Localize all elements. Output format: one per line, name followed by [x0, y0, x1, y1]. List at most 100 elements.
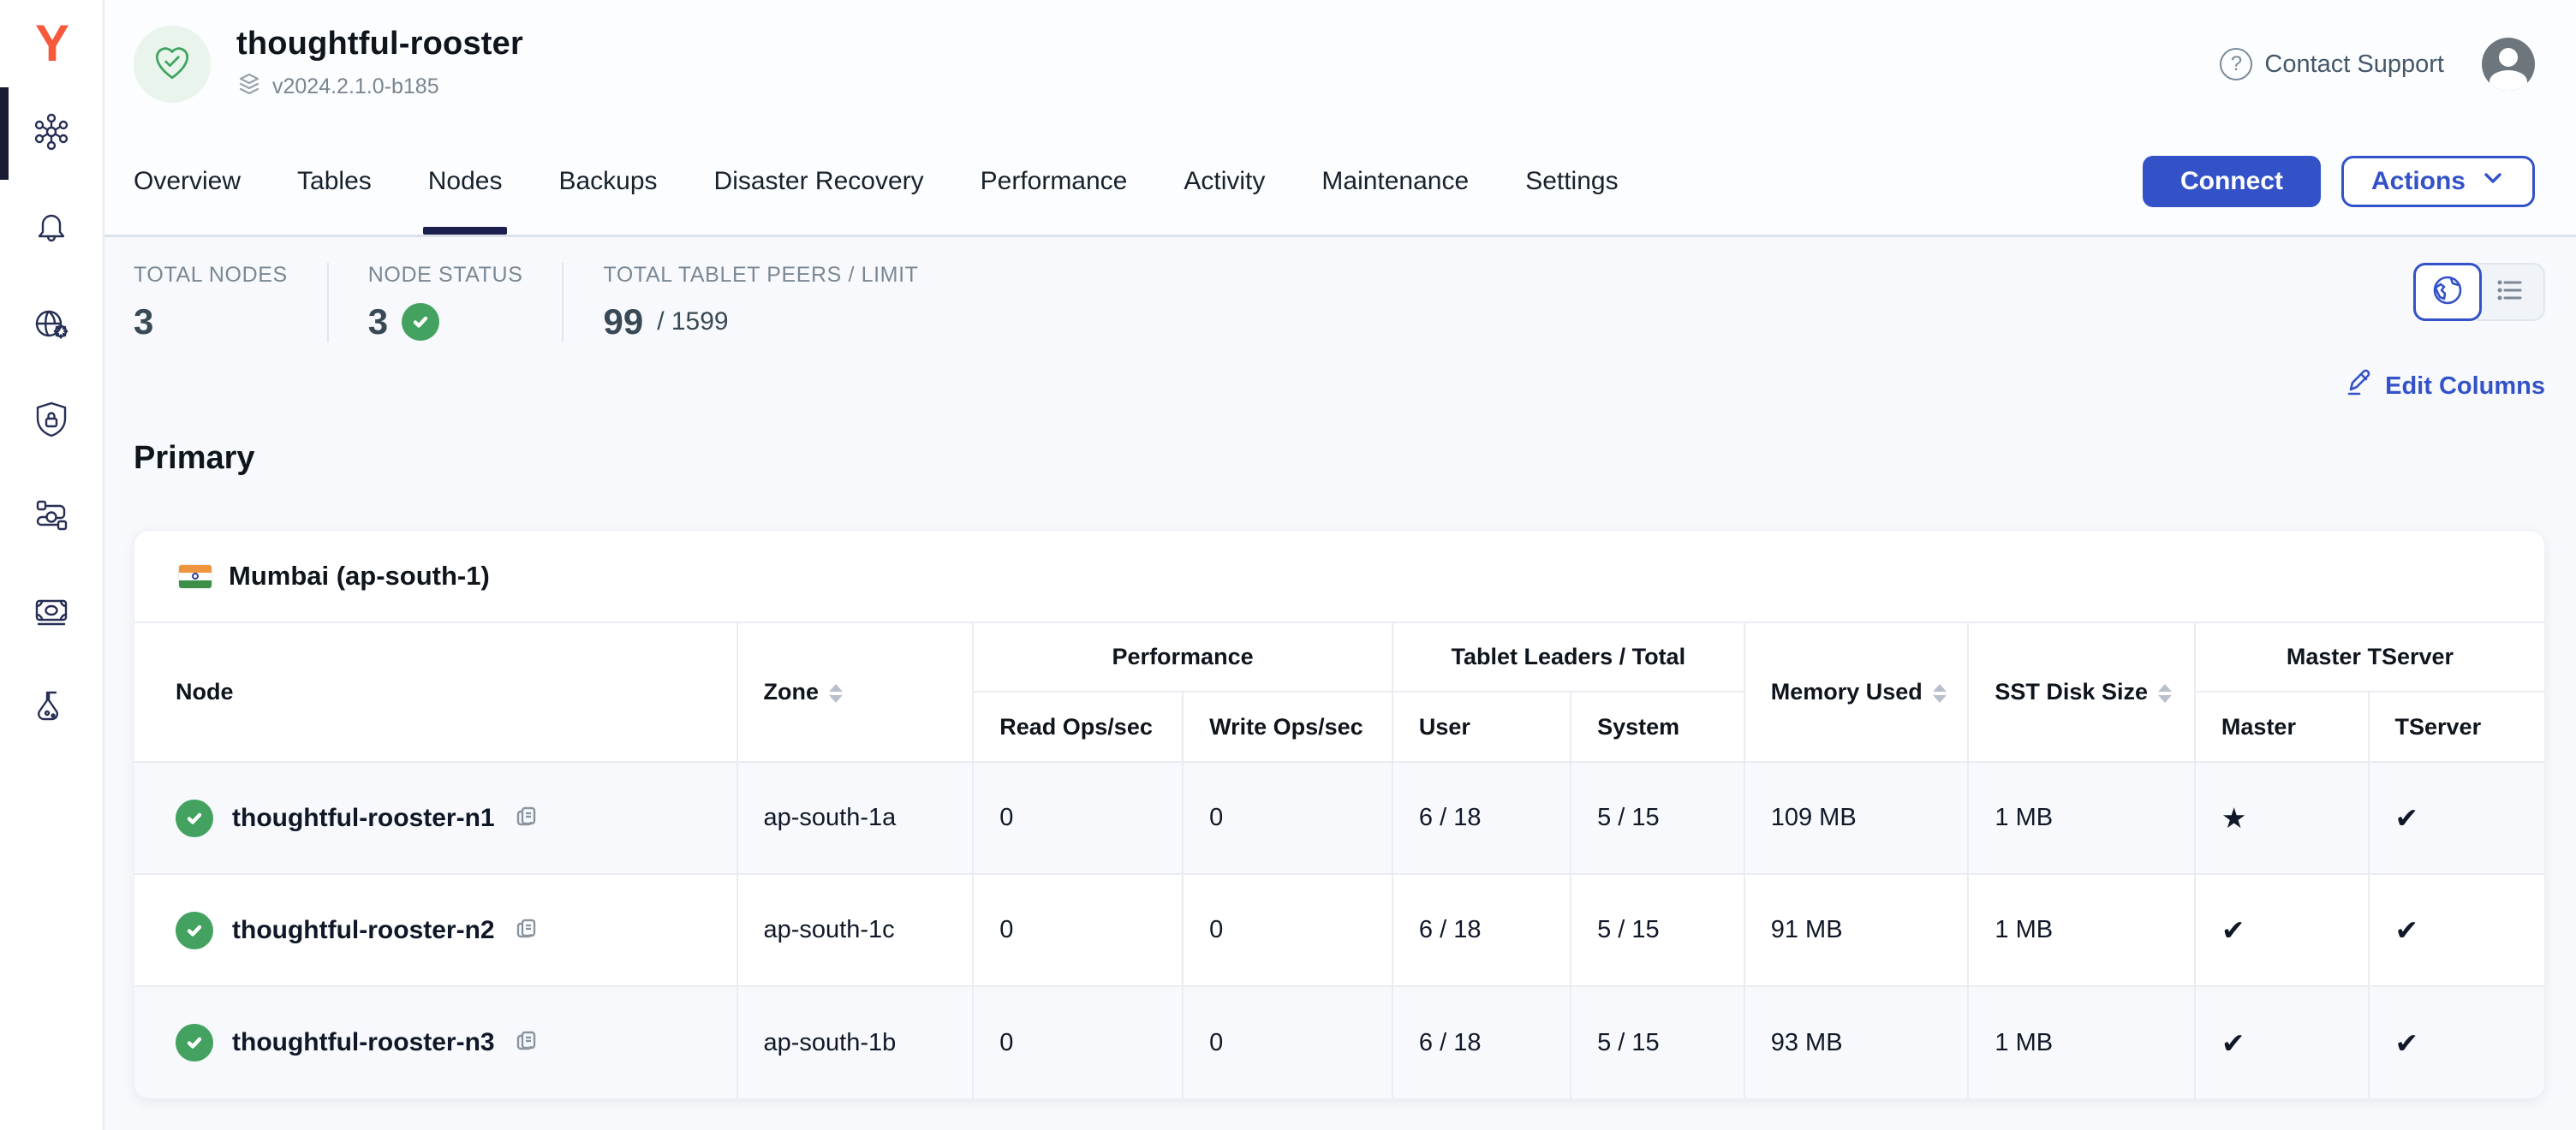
- copy-icon[interactable]: [514, 1026, 540, 1059]
- stat-total-nodes: TOTAL NODES 3: [134, 263, 288, 342]
- sort-arrows-icon[interactable]: [829, 683, 843, 703]
- master-check-icon: ✔: [2194, 874, 2370, 987]
- chevron-down-icon: [2481, 166, 2505, 197]
- contact-support-link[interactable]: ? Contact Support: [2220, 48, 2444, 80]
- sidebar: Y: [0, 0, 104, 1130]
- edit-columns-label: Edit Columns: [2385, 372, 2545, 400]
- tab-disaster-recovery[interactable]: Disaster Recovery: [713, 167, 924, 195]
- alerts-bell-icon: [31, 207, 72, 253]
- globe-view-button[interactable]: [2413, 263, 2482, 321]
- view-toggle: [2413, 263, 2545, 321]
- sidebar-item-alerts[interactable]: [0, 181, 103, 277]
- sidebar-item-billing[interactable]: [0, 565, 103, 661]
- actions-button[interactable]: Actions: [2340, 156, 2535, 207]
- stat-value: 3: [134, 301, 154, 342]
- cell-sst: 1 MB: [1968, 762, 2196, 875]
- cell-user-tablets: 6 / 18: [1392, 762, 1572, 875]
- cell-read-ops: 0: [973, 874, 1184, 987]
- table-row[interactable]: thoughtful-rooster-n1 ap-south-1a 0 0 6 …: [134, 762, 2544, 875]
- avatar-shoulders: [2490, 70, 2527, 91]
- cell-read-ops: 0: [973, 762, 1184, 875]
- cell-system-tablets: 5 / 15: [1571, 762, 1745, 875]
- col-group-tablet-leaders: Tablet Leaders / Total: [1392, 623, 1745, 693]
- tab-maintenance[interactable]: Maintenance: [1321, 167, 1470, 195]
- sidebar-item-cluster[interactable]: [0, 86, 103, 181]
- version-line: v2024.2.1.0-b185: [236, 71, 523, 103]
- col-header-read-ops: Read Ops/sec: [973, 692, 1184, 763]
- tab-performance[interactable]: Performance: [980, 167, 1128, 195]
- integrations-icon: [31, 495, 72, 540]
- node-healthy-icon: [176, 799, 213, 837]
- node-name: thoughtful-rooster-n1: [232, 803, 495, 832]
- col-header-tserver: TServer: [2368, 692, 2544, 763]
- node-healthy-icon: [176, 1024, 213, 1062]
- col-header-zone[interactable]: Zone: [736, 623, 975, 763]
- layers-icon: [236, 71, 262, 103]
- actions-label: Actions: [2370, 167, 2466, 195]
- col-header-node: Node: [134, 623, 738, 763]
- cell-user-tablets: 6 / 18: [1392, 986, 1572, 1098]
- edit-columns-link[interactable]: Edit Columns: [2342, 367, 2545, 405]
- cell-memory: 91 MB: [1744, 874, 1970, 987]
- avatar-head: [2499, 48, 2518, 67]
- table-row[interactable]: thoughtful-rooster-n3 ap-south-1b 0 0 6 …: [134, 986, 2544, 1098]
- sidebar-item-network[interactable]: [0, 277, 103, 373]
- cluster-health-badge: [134, 26, 211, 103]
- col-header-user: User: [1392, 692, 1572, 763]
- cluster-title: thoughtful-rooster: [236, 26, 523, 62]
- nodes-table: Node Zone Performance Tablet Leaders / T…: [134, 623, 2544, 1098]
- sidebar-nav: [0, 86, 103, 757]
- connect-button[interactable]: Connect: [2142, 156, 2321, 207]
- tab-nodes[interactable]: Nodes: [422, 128, 508, 235]
- table-row[interactable]: thoughtful-rooster-n2 ap-south-1c 0 0 6 …: [134, 874, 2544, 987]
- stat-node-status: NODE STATUS 3: [368, 263, 523, 342]
- billing-icon: [31, 591, 72, 636]
- cell-memory: 109 MB: [1744, 762, 1970, 875]
- stats-strip: TOTAL NODES 3 NODE STATUS 3 TOTAL TABLET…: [134, 263, 919, 342]
- list-view-button[interactable]: [2477, 263, 2545, 321]
- cluster-icon: [31, 111, 72, 157]
- sidebar-item-integrations[interactable]: [0, 469, 103, 565]
- sidebar-item-security[interactable]: [0, 373, 103, 469]
- sort-arrows-icon[interactable]: [2157, 683, 2172, 703]
- cell-sst: 1 MB: [1968, 986, 2196, 1098]
- pencil-icon: [2342, 367, 2373, 405]
- cell-system-tablets: 5 / 15: [1571, 874, 1745, 987]
- labs-flask-icon: [31, 687, 72, 732]
- healthy-check-icon: [402, 303, 440, 341]
- col-header-write-ops: Write Ops/sec: [1183, 692, 1393, 763]
- cell-write-ops: 0: [1183, 762, 1393, 875]
- tab-overview[interactable]: Overview: [134, 167, 242, 195]
- list-view-icon: [2494, 274, 2526, 311]
- copy-icon[interactable]: [514, 914, 540, 947]
- tab-settings[interactable]: Settings: [1525, 167, 1619, 195]
- node-name: thoughtful-rooster-n3: [232, 1028, 495, 1056]
- sort-arrows-icon[interactable]: [1932, 683, 1947, 703]
- stat-label: TOTAL NODES: [134, 263, 288, 287]
- cell-write-ops: 0: [1183, 874, 1393, 987]
- yugabyte-logo[interactable]: Y: [34, 14, 69, 72]
- tserver-check-icon: ✔: [2368, 874, 2544, 987]
- region-card: Mumbai (ap-south-1) Node Zone Performanc…: [134, 530, 2545, 1099]
- cell-zone: ap-south-1c: [736, 874, 975, 987]
- node-healthy-icon: [176, 911, 213, 949]
- user-avatar[interactable]: [2482, 38, 2535, 91]
- region-card-header: Mumbai (ap-south-1): [134, 531, 2544, 623]
- stat-value: 3: [367, 301, 389, 342]
- stat-divider: [562, 263, 564, 342]
- section-title: Primary: [134, 440, 255, 476]
- tab-activity[interactable]: Activity: [1184, 167, 1266, 195]
- col-header-sst[interactable]: SST Disk Size: [1968, 623, 2196, 763]
- tab-tables[interactable]: Tables: [297, 167, 372, 195]
- copy-icon[interactable]: [514, 802, 540, 835]
- topbar: thoughtful-rooster v2024.2.1.0-b185 ? Co…: [104, 0, 2576, 128]
- col-header-memory[interactable]: Memory Used: [1744, 623, 1970, 763]
- col-header-master: Master: [2194, 692, 2370, 763]
- stat-tablet-peers: TOTAL TABLET PEERS / LIMIT 99 / 1599: [603, 263, 918, 342]
- india-flag-icon: [179, 564, 212, 588]
- cell-memory: 93 MB: [1744, 986, 1970, 1098]
- tab-backups[interactable]: Backups: [558, 167, 658, 195]
- tabs-bar: Overview Tables Nodes Backups Disaster R…: [104, 128, 2576, 237]
- cell-sst: 1 MB: [1968, 874, 2196, 987]
- sidebar-item-labs[interactable]: [0, 661, 103, 757]
